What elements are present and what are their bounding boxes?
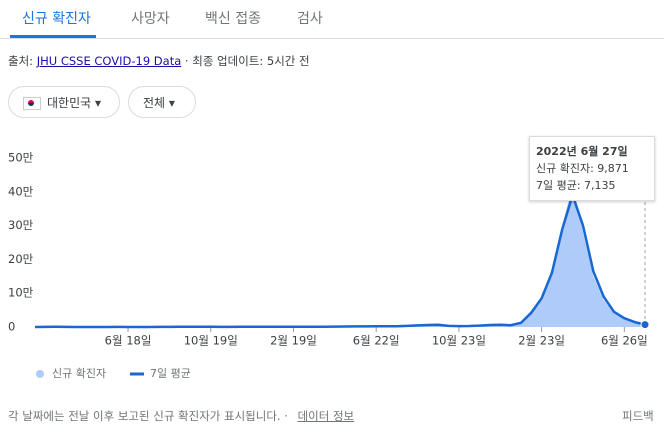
source: 출처: JHU CSSE COVID-19 Data · 최종 업데이트: 5시… [8,53,310,69]
y-tick-label: 30만 [8,218,34,232]
tab-bar: 신규 확진자 사망자 백신 접종 검사 [0,0,664,39]
hover-point [640,320,650,330]
legend-label: 신규 확진자 [52,367,106,380]
tooltip-line: 7일 평균: 7,135 [536,179,616,192]
legend-marker [36,370,44,378]
feedback[interactable]: 피드백 [622,409,654,423]
line [34,191,646,329]
range-dropdown[interactable]: 전체 ▾ [128,86,196,118]
y-tick-label: 50만 [8,151,34,165]
tab[interactable]: 백신 접종 [205,11,261,27]
x-tick-label: 10월 19일 [184,334,238,348]
y-tick-label: 0 [8,320,15,334]
x-tick-label: 2월 19일 [270,334,317,348]
dropdown-label: 전체 [143,96,166,110]
flag [23,97,41,110]
area [35,185,645,327]
source-prefix: 출처: [8,54,34,68]
source-link[interactable]: JHU CSSE COVID-19 Data [36,54,182,68]
tab[interactable]: 사망자 [131,11,170,27]
footer-note: 각 날짜에는 전날 이후 보고된 신규 확진자가 표시됩니다. · 데이터 정보 [8,408,354,424]
x-tick-label: 6월 26일 [601,334,648,348]
x-tick-label: 2월 23일 [518,334,565,348]
x-tick-label: 6월 22일 [353,334,400,348]
dropdown-label: 대한민국 [47,96,92,110]
data-info-link[interactable]: 데이터 정보 [297,409,355,423]
tooltip-line: 신규 확진자: 9,871 [536,162,629,175]
country-dropdown[interactable]: 대한민국 ▾ [8,86,120,118]
y-tick-label: 10만 [8,286,34,300]
x-tick-label: 6월 18일 [105,334,152,348]
active-indicator [10,35,96,38]
x-tick-label: 10월 23일 [432,334,486,348]
legend-label: 7일 평균 [150,366,191,380]
y-tick-label: 40만 [8,184,34,198]
tab[interactable]: 신규 확진자 [22,11,91,27]
tooltip-date: 2022년 6월 27일 [536,145,628,158]
source-suffix: · 최종 업데이트: 5시간 전 [184,54,310,68]
y-tick-label: 20만 [8,252,34,266]
tab[interactable]: 검사 [297,11,323,27]
note: 각 날짜에는 전날 이후 보고된 신규 확진자가 표시됩니다. · [8,409,288,423]
